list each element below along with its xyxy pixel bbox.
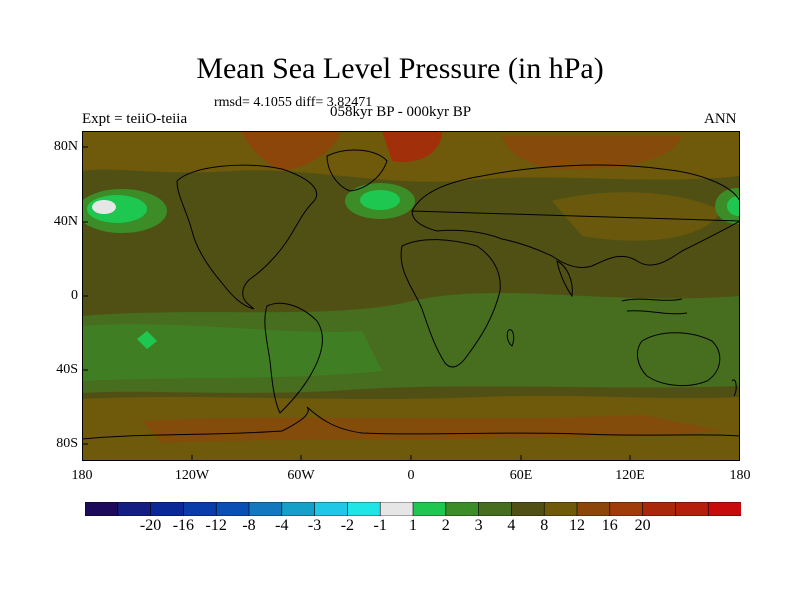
colorbar <box>85 502 741 516</box>
colorbar-swatch <box>511 502 545 516</box>
colorbar-swatch <box>215 502 250 516</box>
colorbar-label: 4 <box>507 517 516 534</box>
colorbar-swatch <box>445 502 480 516</box>
colorbar-label: 3 <box>474 517 483 534</box>
colorbar-label: -2 <box>340 517 355 534</box>
colorbar-label: 1 <box>409 517 417 534</box>
stats-label: rmsd= 4.1055 diff= 3.82471 <box>214 95 373 110</box>
colorbar-label: 16 <box>601 517 618 534</box>
colorbar-label: -8 <box>242 517 256 534</box>
colorbar-swatch <box>347 502 381 516</box>
lat-tick: 0 <box>71 288 78 303</box>
colorbar-swatch <box>412 502 447 516</box>
lon-tick: 60W <box>287 468 315 483</box>
colorbar-swatch <box>675 502 709 516</box>
period-label: 058kyr BP - 000kyr BP <box>330 104 472 120</box>
colorbar-swatch <box>609 502 644 516</box>
colorbar-label: -20 <box>139 517 162 534</box>
colorbar-swatch <box>707 502 741 516</box>
colorbar-label: -4 <box>275 517 289 534</box>
colorbar-label: 12 <box>569 517 585 534</box>
colorbar-swatch <box>478 502 513 516</box>
pressure-field <box>82 131 740 461</box>
colorbar-swatch <box>150 502 184 516</box>
pressure-map <box>82 131 740 461</box>
colorbar-swatch <box>576 502 611 516</box>
colorbar-swatch <box>379 502 414 516</box>
map-tick-marks <box>82 146 740 461</box>
colorbar-swatch <box>543 502 578 516</box>
colorbar-swatch <box>85 502 119 516</box>
colorbar-swatch <box>117 502 152 516</box>
colorbar-swatch <box>183 502 217 516</box>
colorbar-swatch <box>314 502 349 516</box>
coastlines <box>82 149 740 440</box>
lat-tick: 80N <box>53 139 78 154</box>
lon-tick: 180 <box>729 468 751 483</box>
colorbar-swatch <box>281 502 316 516</box>
lat-tick: 40N <box>53 214 78 229</box>
season-label: ANN <box>704 111 737 127</box>
colorbar-label: -1 <box>373 517 387 534</box>
colorbar-swatch <box>248 502 283 516</box>
chart-title: Mean Sea Level Pressure (in hPa) <box>196 52 604 85</box>
colorbar-swatch <box>642 502 676 516</box>
lon-tick: 60E <box>509 468 533 483</box>
colorbar-label: -12 <box>205 517 227 534</box>
lon-tick: 120W <box>174 468 210 483</box>
colorbar-label: -3 <box>307 517 322 534</box>
lon-tick: 120E <box>615 468 645 483</box>
lon-tick: 180 <box>71 468 93 483</box>
lat-tick: 80S <box>56 436 78 451</box>
colorbar-label: 20 <box>634 517 651 534</box>
colorbar-label: 8 <box>540 517 549 534</box>
experiment-label: Expt = teiiO-teiia <box>82 111 188 127</box>
colorbar-label: -16 <box>172 517 195 534</box>
colorbar-label: 2 <box>441 517 450 534</box>
lat-tick: 40S <box>56 362 78 377</box>
lon-tick: 0 <box>407 468 415 483</box>
